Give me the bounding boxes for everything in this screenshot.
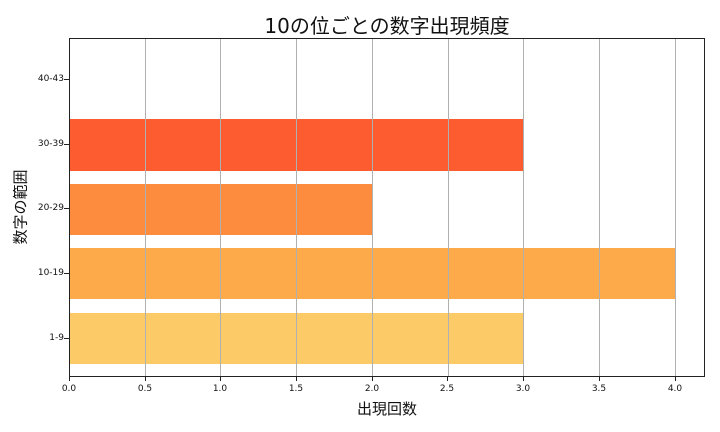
ytick-label: 20-29 [37, 203, 64, 213]
gridline [296, 39, 297, 376]
xtick-label: 4.0 [667, 384, 683, 394]
gridline [220, 39, 221, 376]
xtick-mark [220, 377, 221, 381]
ytick-label: 40-43 [37, 74, 64, 84]
xtick-mark [675, 377, 676, 381]
ytick-label: 1-9 [49, 333, 64, 343]
xtick-label: 0.5 [137, 384, 153, 394]
xtick-mark [372, 377, 373, 381]
chart-title: 10の位ごとの数字出現頻度 [264, 14, 510, 38]
plot-area [69, 38, 705, 377]
ytick-mark [64, 208, 69, 209]
xtick-label: 2.0 [364, 384, 380, 394]
xtick-label: 0.0 [61, 384, 77, 394]
gridline [675, 39, 676, 376]
xtick-label: 3.0 [515, 384, 531, 394]
xtick-label: 1.5 [288, 384, 304, 394]
xtick-label: 3.5 [591, 384, 607, 394]
bar-1-9 [70, 313, 524, 364]
gridline [523, 39, 524, 376]
gridline [145, 39, 146, 376]
xtick-mark [599, 377, 600, 381]
bar-10-19 [70, 248, 676, 299]
x-axis-label: 出現回数 [356, 400, 417, 418]
ytick-mark [64, 144, 69, 145]
xtick-mark [296, 377, 297, 381]
xtick-mark [523, 377, 524, 381]
ytick-mark [64, 79, 69, 80]
ytick-mark [64, 338, 69, 339]
bar-30-39 [70, 119, 524, 171]
xtick-mark [145, 377, 146, 381]
xtick-label: 2.5 [439, 384, 455, 394]
gridline [372, 39, 373, 376]
bar-20-29 [70, 184, 373, 235]
ytick-label: 10-19 [37, 268, 64, 278]
xtick-mark [69, 377, 70, 381]
xtick-mark [447, 377, 448, 381]
gridline [448, 39, 449, 376]
gridline [599, 39, 600, 376]
ytick-label: 30-39 [37, 139, 64, 149]
ytick-mark [64, 273, 69, 274]
xtick-label: 1.0 [212, 384, 228, 394]
y-axis-label: 数字の範囲 [11, 169, 30, 245]
